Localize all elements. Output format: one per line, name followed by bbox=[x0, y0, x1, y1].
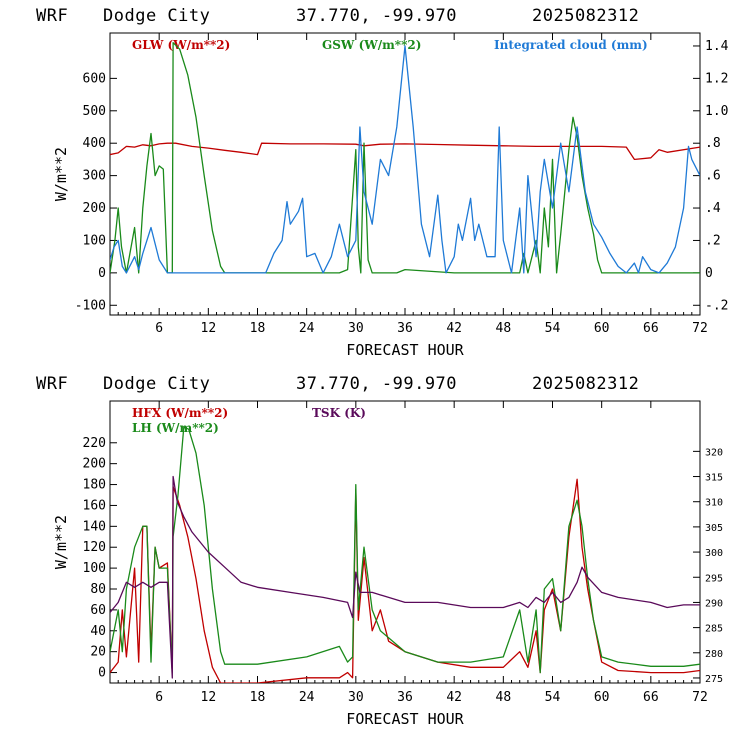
header-model: WRF bbox=[36, 6, 68, 26]
y-left-tick-label: 100 bbox=[83, 561, 106, 576]
header-site: Dodge City bbox=[103, 374, 210, 394]
header-site: Dodge City bbox=[103, 6, 210, 26]
x-tick-label: 30 bbox=[348, 690, 364, 705]
series-line-tsk bbox=[110, 475, 700, 679]
x-tick-label: 30 bbox=[348, 321, 364, 336]
x-tick-label: 36 bbox=[397, 690, 413, 705]
legend-gsw: GSW (W/m**2) bbox=[322, 38, 421, 52]
y-left-tick-label: 500 bbox=[83, 104, 106, 119]
y-left-tick-label: 220 bbox=[83, 436, 106, 451]
y-right-tick-label: .2 bbox=[705, 233, 721, 248]
y-left-tick-label: 200 bbox=[83, 201, 106, 216]
y-left-tick-label: 180 bbox=[83, 478, 106, 493]
x-tick-label: 18 bbox=[250, 690, 266, 705]
header-model: WRF bbox=[36, 374, 68, 394]
y-right-tick-label: .8 bbox=[705, 136, 721, 151]
y-right-tick-label: .4 bbox=[705, 201, 721, 216]
header-coords: 37.770, -99.970 bbox=[296, 374, 457, 394]
plot-frame bbox=[109, 400, 701, 684]
y-right-tick-label: 305 bbox=[705, 523, 723, 534]
y-left-tick-label: 20 bbox=[90, 645, 106, 660]
y-left-tick-label: 100 bbox=[83, 233, 106, 248]
y-left-tick-label: 40 bbox=[90, 624, 106, 639]
x-axis-label: FORECAST HOUR bbox=[346, 341, 464, 359]
y-right-tick-label: 295 bbox=[705, 573, 723, 584]
series-line-hfx bbox=[110, 478, 700, 683]
x-tick-label: 24 bbox=[299, 690, 315, 705]
y-right-tick-label: 310 bbox=[705, 498, 723, 509]
x-tick-label: 48 bbox=[496, 690, 512, 705]
x-tick-label: 54 bbox=[545, 321, 561, 336]
y-left-tick-label: 80 bbox=[90, 582, 106, 597]
series-line-integrated bbox=[110, 45, 700, 274]
x-tick-label: 72 bbox=[692, 690, 708, 705]
x-tick-label: 60 bbox=[594, 321, 610, 336]
legend-integrated: Integrated cloud (mm) bbox=[494, 38, 648, 52]
x-tick-label: 18 bbox=[250, 321, 266, 336]
series-line-lh bbox=[110, 426, 700, 674]
lower-panel: WRF Dodge City 37.770, -99.970 2025082312 6 1… bbox=[36, 374, 723, 728]
y-right-tick-label: 280 bbox=[705, 649, 723, 660]
y-right-tick-label: 315 bbox=[705, 473, 723, 484]
upper-panel: WRF Dodge City 37.770, -99.970 2025082312 6 1… bbox=[36, 6, 729, 359]
y-left-tick-label: -100 bbox=[75, 298, 106, 313]
header-run: 2025082312 bbox=[532, 6, 639, 26]
y-left-tick-label: 300 bbox=[83, 169, 106, 184]
y-left-tick-label: 0 bbox=[98, 266, 106, 281]
y-right-tick-label: 290 bbox=[705, 598, 723, 609]
x-tick-label: 12 bbox=[201, 321, 217, 336]
x-tick-label: 6 bbox=[155, 321, 163, 336]
legend-lh: LH (W/m**2) bbox=[132, 421, 219, 435]
y-left-tick-label: 160 bbox=[83, 498, 106, 513]
y-right-tick-label: .6 bbox=[705, 169, 721, 184]
x-tick-label: 42 bbox=[446, 690, 462, 705]
y-right-tick-label: 320 bbox=[705, 447, 723, 458]
x-tick-label: 66 bbox=[643, 690, 659, 705]
y-axis-label: W/m**2 bbox=[52, 515, 70, 569]
y-right-tick-label: 0 bbox=[705, 266, 713, 281]
y-right-tick-label: -.2 bbox=[705, 298, 728, 313]
y-left-tick-label: 200 bbox=[83, 457, 106, 472]
x-tick-label: 48 bbox=[496, 321, 512, 336]
y-left-tick-label: 140 bbox=[83, 519, 106, 534]
y-right-tick-label: 275 bbox=[705, 674, 723, 685]
x-tick-label: 12 bbox=[201, 690, 217, 705]
y-left-tick-label: 0 bbox=[98, 666, 106, 681]
y-right-tick-label: 1.4 bbox=[705, 39, 729, 54]
header-coords: 37.770, -99.970 bbox=[296, 6, 457, 26]
x-tick-label: 66 bbox=[643, 321, 659, 336]
y-right-tick-label: 300 bbox=[705, 548, 723, 559]
y-right-tick-label: 1.2 bbox=[705, 71, 728, 86]
y-right-tick-label: 285 bbox=[705, 624, 723, 635]
x-tick-label: 6 bbox=[155, 690, 163, 705]
x-tick-label: 60 bbox=[594, 690, 610, 705]
y-right-tick-label: 1.0 bbox=[705, 104, 728, 119]
x-tick-label: 24 bbox=[299, 321, 315, 336]
y-left-tick-label: 400 bbox=[83, 136, 106, 151]
series-line-glw bbox=[110, 142, 700, 161]
x-axis-label: FORECAST HOUR bbox=[346, 710, 464, 728]
header-run: 2025082312 bbox=[532, 374, 639, 394]
x-tick-label: 42 bbox=[446, 321, 462, 336]
series-line-gsw bbox=[110, 42, 700, 274]
y-left-tick-label: 60 bbox=[90, 603, 106, 618]
y-axis-label: W/m**2 bbox=[52, 147, 70, 201]
x-tick-label: 54 bbox=[545, 690, 561, 705]
x-tick-label: 72 bbox=[692, 321, 708, 336]
legend-hfx: HFX (W/m**2) bbox=[132, 406, 228, 420]
legend-glw: GLW (W/m**2) bbox=[132, 38, 230, 52]
x-tick-label: 36 bbox=[397, 321, 413, 336]
y-left-tick-label: 600 bbox=[83, 71, 106, 86]
legend-tsk: TSK (K) bbox=[312, 406, 366, 420]
y-left-tick-label: 120 bbox=[83, 540, 106, 555]
